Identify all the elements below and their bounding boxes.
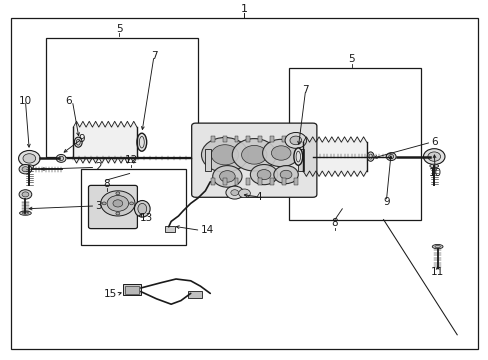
Text: 4: 4 — [255, 192, 262, 202]
Circle shape — [271, 146, 290, 160]
Circle shape — [280, 170, 291, 179]
Text: 9: 9 — [382, 197, 389, 207]
Bar — [293, 136, 297, 142]
Ellipse shape — [56, 154, 66, 162]
Bar — [210, 178, 214, 185]
Circle shape — [22, 167, 29, 172]
Bar — [269, 178, 273, 185]
Circle shape — [107, 195, 128, 211]
Bar — [234, 136, 238, 142]
Ellipse shape — [293, 148, 302, 165]
Ellipse shape — [137, 133, 146, 151]
Text: 13: 13 — [139, 213, 152, 223]
Text: 7: 7 — [302, 85, 308, 95]
FancyBboxPatch shape — [88, 185, 137, 229]
Circle shape — [427, 152, 440, 161]
Circle shape — [219, 171, 235, 182]
Text: 11: 11 — [430, 267, 444, 277]
Circle shape — [211, 145, 238, 165]
Bar — [125, 286, 139, 294]
Text: 10: 10 — [428, 168, 441, 178]
Ellipse shape — [20, 211, 31, 215]
Text: 10: 10 — [19, 96, 32, 106]
Bar — [188, 291, 202, 298]
Circle shape — [212, 166, 242, 187]
Ellipse shape — [366, 152, 373, 161]
Circle shape — [232, 139, 276, 171]
Bar — [46, 38, 198, 157]
Circle shape — [19, 165, 32, 174]
Circle shape — [289, 136, 301, 145]
Text: 3: 3 — [95, 201, 102, 211]
Bar — [222, 136, 226, 142]
Bar — [222, 178, 226, 185]
Text: 7: 7 — [150, 51, 157, 61]
Ellipse shape — [134, 201, 150, 217]
Text: 6: 6 — [430, 137, 437, 147]
Text: 5: 5 — [348, 54, 354, 64]
Ellipse shape — [429, 164, 438, 168]
Bar — [246, 178, 250, 185]
Bar — [165, 226, 175, 232]
Ellipse shape — [431, 244, 442, 249]
Circle shape — [238, 189, 250, 198]
Ellipse shape — [59, 156, 63, 161]
Text: 2: 2 — [95, 162, 102, 172]
Bar — [234, 178, 238, 185]
Circle shape — [423, 149, 444, 165]
Circle shape — [285, 132, 306, 148]
Circle shape — [116, 192, 120, 195]
Circle shape — [230, 190, 238, 195]
Bar — [210, 136, 214, 142]
Text: 14: 14 — [200, 225, 213, 235]
Bar — [81, 169, 185, 245]
Bar — [258, 178, 262, 185]
Circle shape — [201, 138, 248, 172]
Circle shape — [250, 165, 277, 185]
Circle shape — [129, 202, 133, 205]
Circle shape — [262, 139, 299, 167]
Circle shape — [22, 192, 29, 197]
Circle shape — [19, 150, 40, 166]
Ellipse shape — [74, 137, 82, 147]
Text: 1: 1 — [241, 4, 247, 14]
FancyBboxPatch shape — [191, 123, 316, 197]
Text: 8: 8 — [103, 179, 110, 189]
Ellipse shape — [138, 203, 146, 214]
Bar — [123, 284, 141, 295]
Text: 12: 12 — [124, 155, 138, 165]
Text: 9: 9 — [79, 134, 85, 144]
Text: 5: 5 — [116, 24, 122, 34]
Bar — [297, 149, 303, 171]
Bar — [204, 149, 210, 171]
Bar — [282, 136, 285, 142]
Bar — [269, 136, 273, 142]
Circle shape — [23, 154, 36, 163]
Circle shape — [273, 166, 298, 184]
Ellipse shape — [25, 165, 34, 168]
Text: 15: 15 — [104, 289, 117, 299]
Circle shape — [113, 200, 122, 207]
Bar — [258, 136, 262, 142]
Circle shape — [101, 191, 135, 216]
Circle shape — [116, 212, 120, 215]
Circle shape — [241, 145, 266, 164]
Circle shape — [19, 190, 32, 199]
Circle shape — [257, 170, 270, 180]
Ellipse shape — [386, 153, 395, 161]
Bar — [282, 178, 285, 185]
Text: 6: 6 — [65, 96, 72, 106]
Bar — [288, 68, 420, 220]
Ellipse shape — [388, 154, 393, 159]
Circle shape — [225, 186, 243, 199]
Text: 8: 8 — [331, 218, 338, 228]
Circle shape — [102, 202, 106, 205]
Bar — [246, 136, 250, 142]
Bar — [293, 178, 297, 185]
